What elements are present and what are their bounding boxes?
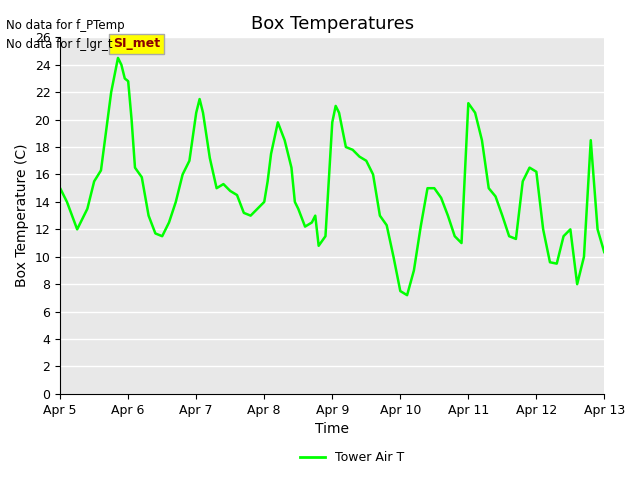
Title: Box Temperatures: Box Temperatures	[251, 15, 414, 33]
Legend: Tower Air T: Tower Air T	[295, 446, 409, 469]
X-axis label: Time: Time	[316, 422, 349, 436]
Text: SI_met: SI_met	[113, 37, 161, 50]
Text: No data for f_lgr_t: No data for f_lgr_t	[6, 38, 113, 51]
Text: No data for f_PTemp: No data for f_PTemp	[6, 19, 125, 32]
Y-axis label: Box Temperature (C): Box Temperature (C)	[15, 144, 29, 288]
